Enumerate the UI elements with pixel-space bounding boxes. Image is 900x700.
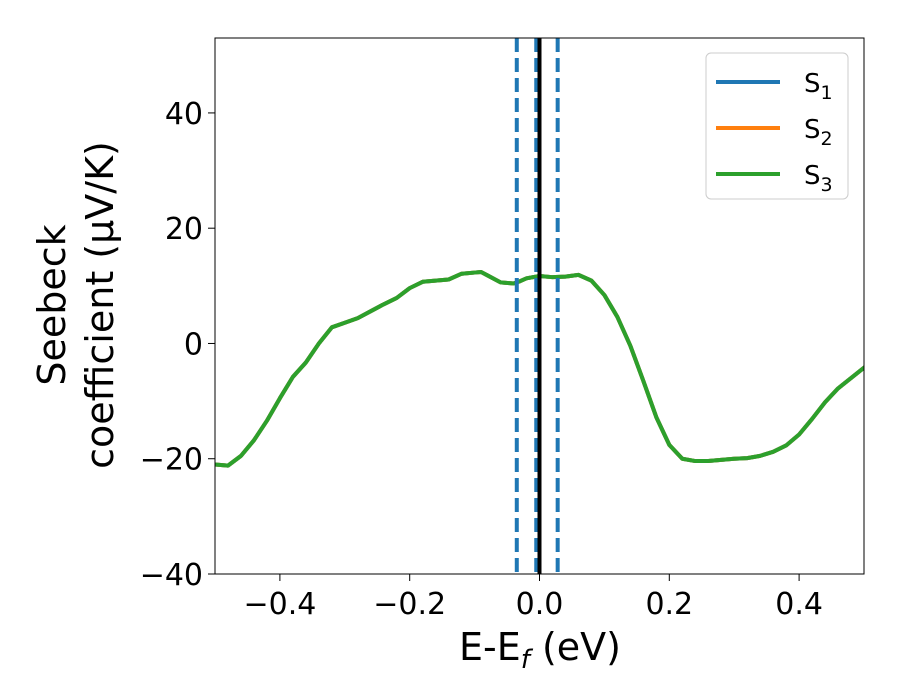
y-tick-label: 40 [165,97,203,132]
legend: S1 S2 S3 [705,52,849,200]
x-axis-ticks: −0.4 −0.2 0.0 0.2 0.4 [243,574,823,622]
x-tick-label: 0.2 [645,587,693,622]
x-tick-label: 0.0 [516,587,564,622]
legend-label-s1: S1 [804,69,833,104]
legend-label-s2: S2 [804,115,833,150]
series-line-s3 [215,270,864,468]
x-tick-label: 0.4 [775,587,823,622]
x-tick-label: −0.4 [243,587,316,622]
legend-label-s3: S3 [804,161,833,196]
x-tick-label: −0.2 [373,587,446,622]
y-axis-label-line1: Seebeck [30,224,74,385]
y-axis-label-line2: coefficient (μV/K) [78,141,122,469]
legend-items: S1 S2 S3 [716,69,833,196]
vertical-markers [514,38,560,574]
y-axis-ticks: −40 −20 0 20 40 [140,97,215,593]
y-tick-label: −20 [140,443,203,478]
x-axis-label: E-Ef (eV) [459,625,621,675]
y-tick-label: −40 [140,558,203,593]
y-tick-label: 20 [165,212,203,247]
series-lines [215,270,864,468]
y-tick-label: 0 [184,327,203,362]
